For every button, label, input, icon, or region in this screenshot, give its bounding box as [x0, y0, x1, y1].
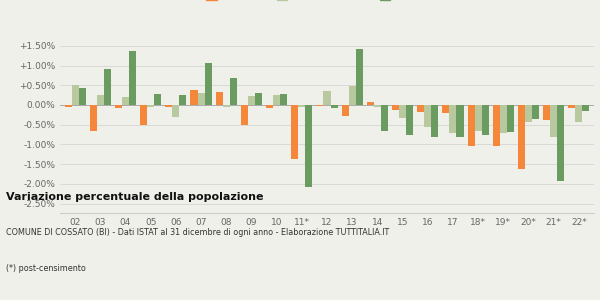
- Bar: [215, 92, 223, 105]
- Bar: [467, 105, 475, 146]
- Bar: [230, 78, 237, 105]
- Bar: [316, 105, 323, 106]
- Bar: [179, 95, 187, 105]
- Bar: [205, 63, 212, 105]
- Bar: [223, 105, 230, 107]
- Bar: [550, 105, 557, 137]
- Bar: [331, 105, 338, 108]
- Bar: [341, 105, 349, 116]
- Bar: [449, 105, 457, 133]
- Bar: [154, 94, 161, 105]
- Bar: [349, 86, 356, 105]
- Bar: [129, 51, 136, 105]
- Bar: [356, 49, 363, 105]
- Bar: [147, 105, 154, 107]
- Bar: [65, 105, 71, 107]
- Legend: Cossato, Provincia di BI, Piemonte: Cossato, Provincia di BI, Piemonte: [206, 0, 448, 2]
- Bar: [165, 105, 172, 107]
- Bar: [475, 105, 482, 130]
- Bar: [280, 94, 287, 105]
- Bar: [298, 105, 305, 107]
- Bar: [255, 93, 262, 105]
- Bar: [442, 105, 449, 113]
- Bar: [424, 105, 431, 127]
- Bar: [500, 105, 507, 133]
- Bar: [482, 105, 489, 134]
- Bar: [273, 95, 280, 105]
- Bar: [381, 105, 388, 130]
- Bar: [140, 105, 147, 125]
- Bar: [248, 96, 255, 105]
- Bar: [568, 105, 575, 108]
- Bar: [197, 93, 205, 105]
- Bar: [190, 90, 197, 105]
- Bar: [431, 105, 439, 137]
- Bar: [115, 105, 122, 108]
- Text: Variazione percentuale della popolazione: Variazione percentuale della popolazione: [6, 192, 263, 202]
- Bar: [417, 105, 424, 112]
- Bar: [323, 91, 331, 105]
- Bar: [406, 105, 413, 134]
- Bar: [543, 105, 550, 120]
- Bar: [583, 105, 589, 111]
- Bar: [399, 105, 406, 118]
- Bar: [507, 105, 514, 132]
- Bar: [241, 105, 248, 125]
- Bar: [71, 85, 79, 105]
- Bar: [457, 105, 464, 136]
- Bar: [79, 88, 86, 105]
- Bar: [557, 105, 564, 181]
- Text: (*) post-censimento: (*) post-censimento: [6, 264, 86, 273]
- Bar: [575, 105, 583, 122]
- Bar: [104, 69, 111, 105]
- Bar: [90, 105, 97, 130]
- Bar: [525, 105, 532, 122]
- Bar: [97, 95, 104, 105]
- Bar: [392, 105, 399, 110]
- Bar: [374, 105, 381, 107]
- Bar: [122, 97, 129, 105]
- Bar: [532, 105, 539, 119]
- Bar: [172, 105, 179, 117]
- Bar: [518, 105, 525, 169]
- Bar: [367, 102, 374, 105]
- Bar: [266, 105, 273, 108]
- Bar: [493, 105, 500, 146]
- Bar: [291, 105, 298, 159]
- Bar: [305, 105, 313, 187]
- Text: COMUNE DI COSSATO (BI) - Dati ISTAT al 31 dicembre di ogni anno - Elaborazione T: COMUNE DI COSSATO (BI) - Dati ISTAT al 3…: [6, 228, 389, 237]
